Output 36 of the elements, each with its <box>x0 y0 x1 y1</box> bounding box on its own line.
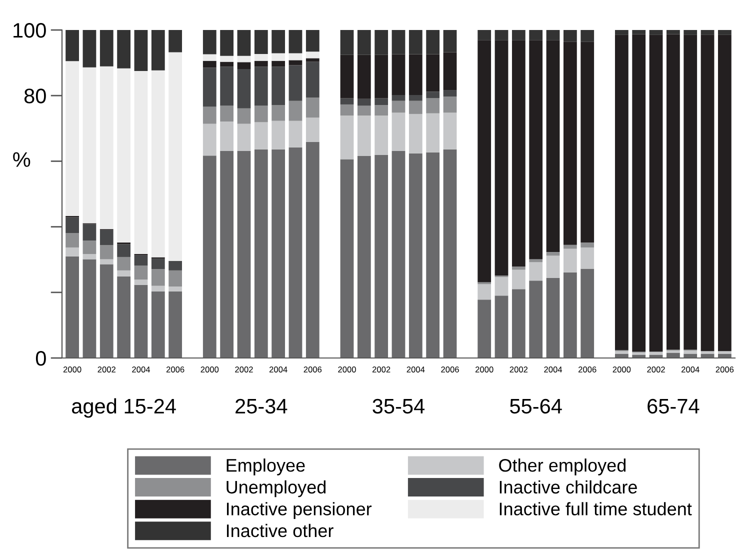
x-tick-label: 2000 <box>475 366 494 372</box>
x-tick-label: 2006 <box>304 366 322 372</box>
text: 25-34 <box>236 398 288 414</box>
legend-label: Inactive full time student <box>500 502 692 516</box>
x-tick-label: 2004 <box>269 366 288 372</box>
x-tick-label: 2006 <box>578 366 596 372</box>
x-tick-label: 2004 <box>406 366 425 372</box>
legend-label: Inactive childcare <box>500 480 637 494</box>
legend-label: Inactive pensioner <box>226 502 372 519</box>
x-tick-label: 2000 <box>63 366 82 372</box>
text: aged 15-24 <box>72 398 176 418</box>
x-tick-label: 2000 <box>200 366 219 372</box>
y-tick-label: 100 <box>14 23 46 38</box>
y-tick-label: 80 <box>24 88 46 104</box>
x-tick-label: 2000 <box>612 366 631 372</box>
legend-label: Employee <box>226 458 305 476</box>
legend-label: Inactive other <box>226 524 334 538</box>
x-tick-label: 2002 <box>98 366 116 372</box>
y-tick-label: 0 <box>36 351 46 366</box>
text: 65-74 <box>648 398 700 414</box>
y-axis-title: % <box>13 152 30 167</box>
x-tick-label: 2006 <box>716 366 734 372</box>
x-tick-label: 2006 <box>441 366 459 372</box>
x-tick-label: 2004 <box>544 366 562 372</box>
x-tick-label: 2006 <box>166 366 184 372</box>
x-tick-label: 2002 <box>510 366 528 372</box>
x-tick-label: 2002 <box>372 366 390 372</box>
x-tick-label: 2000 <box>338 366 356 372</box>
legend-label: Other employed <box>499 458 626 476</box>
text: 55-64 <box>510 398 562 414</box>
x-tick-label: 2004 <box>682 366 700 372</box>
x-tick-label: 2002 <box>235 366 253 372</box>
legend-label: Unemployed <box>226 480 326 498</box>
x-tick-label: 2002 <box>647 366 665 372</box>
x-tick-label: 2004 <box>132 366 150 372</box>
text: 35-54 <box>372 398 425 414</box>
